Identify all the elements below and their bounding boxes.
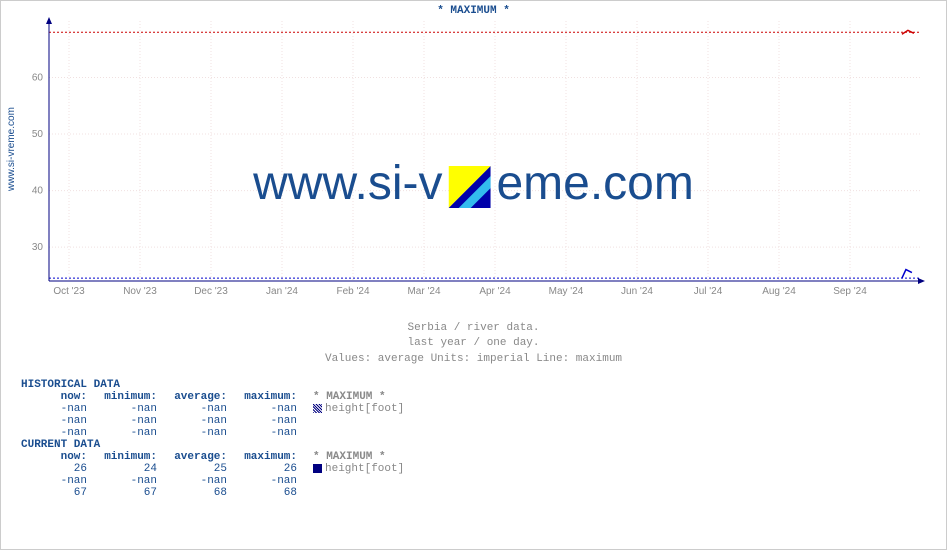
caption-line-1: Serbia / river data. <box>1 321 946 336</box>
series-unit: height[foot] <box>301 463 411 475</box>
current-table: now: minimum: average: maximum: * MAXIMU… <box>21 451 411 499</box>
current-header: CURRENT DATA <box>21 439 411 451</box>
logo-icon <box>448 165 490 207</box>
col-series: * MAXIMUM * <box>301 391 411 403</box>
svg-text:60: 60 <box>32 73 44 84</box>
data-tables: HISTORICAL DATA now: minimum: average: m… <box>21 379 411 499</box>
historical-header: HISTORICAL DATA <box>21 379 411 391</box>
table-row: -nan -nan -nan -nan height[foot] <box>21 403 411 415</box>
svg-text:Oct '23: Oct '23 <box>53 286 85 297</box>
svg-text:Jul '24: Jul '24 <box>694 286 723 297</box>
svg-text:50: 50 <box>32 129 44 140</box>
site-label-vertical: www.si-vreme.com <box>6 107 17 191</box>
svg-text:Sep '24: Sep '24 <box>833 286 867 297</box>
col-minimum: minimum: <box>91 451 161 463</box>
col-average: average: <box>161 451 231 463</box>
caption-line-3: Values: average Units: imperial Line: ma… <box>1 352 946 367</box>
svg-text:Aug '24: Aug '24 <box>762 286 796 297</box>
caption-line-2: last year / one day. <box>1 336 946 351</box>
svg-text:Dec '23: Dec '23 <box>194 286 228 297</box>
watermark-prefix: www.si-v <box>253 156 442 211</box>
series-unit: height[foot] <box>301 403 411 415</box>
chart-caption: Serbia / river data. last year / one day… <box>1 321 946 367</box>
table-row: -nan -nan -nan -nan <box>21 427 411 439</box>
svg-text:Nov '23: Nov '23 <box>123 286 157 297</box>
table-row: 67 67 68 68 <box>21 487 411 499</box>
table-header-row: now: minimum: average: maximum: * MAXIMU… <box>21 451 411 463</box>
col-now: now: <box>21 391 91 403</box>
col-maximum: maximum: <box>231 451 301 463</box>
col-maximum: maximum: <box>231 391 301 403</box>
chart-container: www.si-vreme.com * MAXIMUM * Oct '23 Nov … <box>0 0 947 550</box>
table-row: -nan -nan -nan -nan <box>21 415 411 427</box>
col-series: * MAXIMUM * <box>301 451 411 463</box>
svg-text:30: 30 <box>32 242 44 253</box>
col-average: average: <box>161 391 231 403</box>
svg-text:40: 40 <box>32 186 44 197</box>
marker-icon <box>313 404 322 413</box>
col-minimum: minimum: <box>91 391 161 403</box>
svg-text:Feb '24: Feb '24 <box>336 286 369 297</box>
table-row: 26 24 25 26 height[foot] <box>21 463 411 475</box>
svg-text:Apr '24: Apr '24 <box>479 286 511 297</box>
historical-table: now: minimum: average: maximum: * MAXIMU… <box>21 391 411 439</box>
col-now: now: <box>21 451 91 463</box>
svg-text:Jan '24: Jan '24 <box>266 286 298 297</box>
chart-title: * MAXIMUM * <box>1 5 946 17</box>
svg-text:May '24: May '24 <box>549 286 584 297</box>
watermark: www.si-v eme.com <box>253 156 694 211</box>
svg-text:Mar '24: Mar '24 <box>407 286 440 297</box>
svg-text:Jun '24: Jun '24 <box>621 286 653 297</box>
watermark-suffix: eme.com <box>496 156 693 211</box>
table-header-row: now: minimum: average: maximum: * MAXIMU… <box>21 391 411 403</box>
table-row: -nan -nan -nan -nan <box>21 475 411 487</box>
marker-icon <box>313 464 322 473</box>
